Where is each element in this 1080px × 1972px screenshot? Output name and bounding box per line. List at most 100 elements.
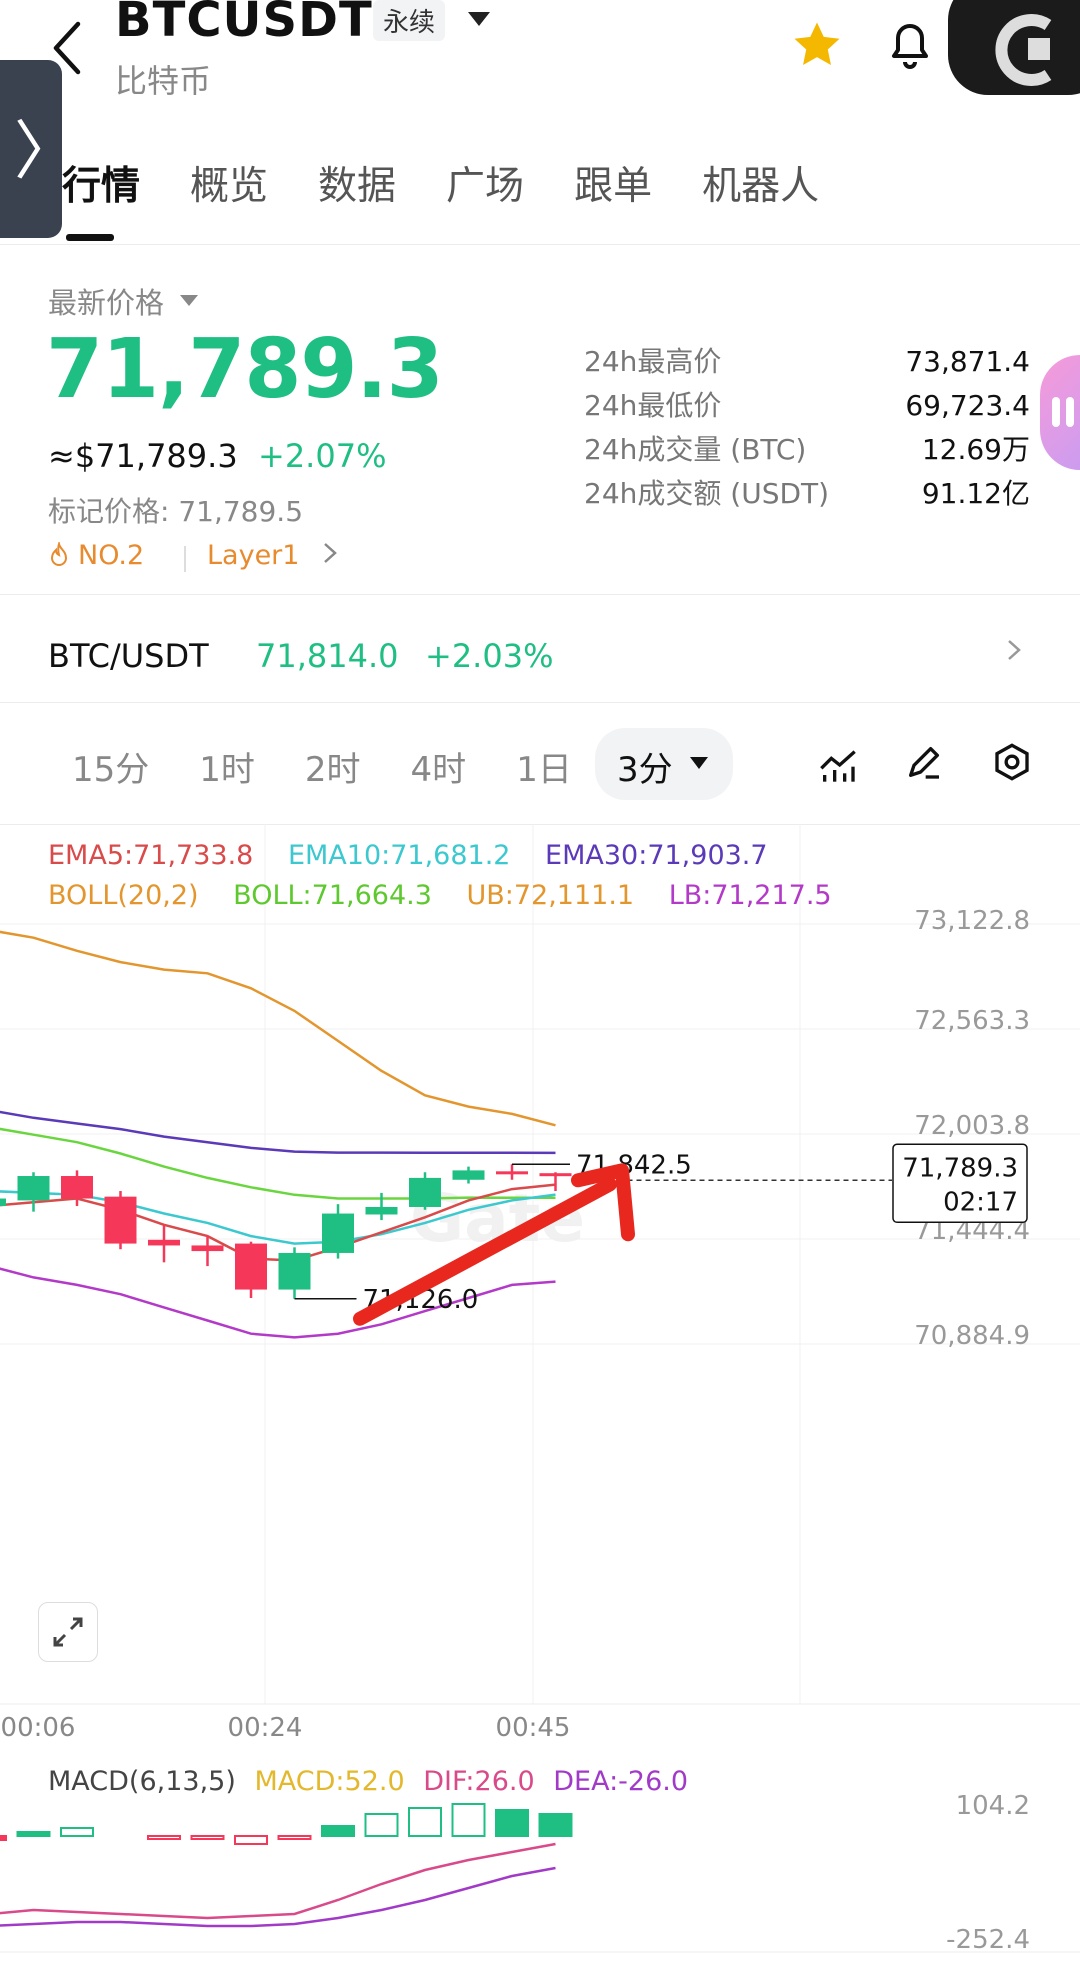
tag-divider: [184, 546, 186, 572]
favorite-star-icon[interactable]: [790, 18, 844, 76]
interval-1d[interactable]: 1日: [516, 750, 572, 790]
spot-pair[interactable]: BTC/USDT: [48, 637, 209, 675]
interval-15m[interactable]: 15分: [72, 750, 150, 790]
interval-1h[interactable]: 1时: [199, 750, 255, 790]
candle-body: [235, 1243, 267, 1290]
symbol-title[interactable]: BTCUSDT: [115, 0, 373, 48]
candle-body: [17, 1176, 50, 1201]
candle-body: [191, 1245, 224, 1252]
candlestick-chart[interactable]: 73,122.872,563.372,003.871,444.470,884.9…: [0, 824, 1080, 1972]
sector-tag[interactable]: Layer1: [207, 540, 300, 571]
boll-params-label: BOLL(20,2): [48, 880, 199, 911]
ema10-label: EMA10:71,681.2: [287, 840, 511, 871]
tab-square[interactable]: 广场: [446, 164, 525, 209]
back-arrow-icon[interactable]: [50, 18, 84, 78]
price-axis-label: 72,003.8: [914, 1111, 1030, 1141]
macd-legend: MACD(6,13,5) MACD:52.0 DIF:26.0 DEA:-26.…: [48, 1766, 698, 1797]
candle-body: [278, 1252, 311, 1290]
candle-body: [409, 1177, 441, 1207]
price-axis-label: 73,122.8: [914, 906, 1030, 936]
indicator-icon[interactable]: [818, 745, 858, 789]
interval-dropdown-icon[interactable]: [690, 757, 708, 769]
ema30-line: [0, 1110, 556, 1155]
draw-tool-icon[interactable]: [904, 742, 944, 786]
macd-histogram-bar: [408, 1807, 442, 1837]
fullscreen-expand-button[interactable]: [38, 1602, 98, 1662]
annotation-arrow-head: [571, 1163, 635, 1242]
macd-histogram-bar: [538, 1813, 573, 1837]
price-change: +2.07%: [258, 437, 387, 475]
symbol-name: 比特币: [115, 62, 212, 100]
last-price-label[interactable]: 最新价格: [48, 286, 165, 320]
dif-line: [0, 1842, 556, 1920]
chart-settings-icon[interactable]: [992, 742, 1032, 786]
boll-upper-line: [0, 930, 556, 1127]
contract-type-badge[interactable]: 永续: [373, 0, 446, 41]
stat-turnover-label: 24h成交额 (USDT): [584, 477, 830, 510]
price-axis-label: 72,563.3: [914, 1006, 1030, 1036]
divider: [0, 824, 1080, 825]
divider: [0, 244, 1080, 245]
stats-labels: 24h最高价 24h最低价 24h成交量 (BTC) 24h成交额 (USDT): [584, 340, 829, 516]
macd-axis-bottom: -252.4: [946, 1925, 1030, 1955]
spot-price: 71,814.0: [256, 637, 399, 675]
candle-body: [0, 1198, 6, 1207]
candle-body: [322, 1213, 354, 1253]
spot-change: +2.03%: [425, 637, 554, 675]
macd-histogram-bar: [0, 1835, 7, 1841]
bell-icon[interactable]: [886, 18, 934, 76]
macd-histogram-bar: [495, 1809, 529, 1837]
macd-axis-top: 104.2: [956, 1791, 1030, 1821]
interval-selector: 15分 1时 2时 4时 1日: [72, 742, 622, 791]
dea-line: [0, 1866, 556, 1928]
interval-2h[interactable]: 2时: [304, 750, 361, 790]
ema-legend: EMA5:71,733.8 EMA10:71,681.2 EMA30:71,90…: [48, 840, 794, 871]
gate-logo-button[interactable]: [948, 0, 1080, 95]
candle-body: [104, 1196, 137, 1244]
price-type-dropdown-icon[interactable]: [180, 295, 198, 306]
candle-body: [148, 1239, 180, 1246]
sector-chevron-icon[interactable]: [322, 540, 338, 573]
candle-body: [452, 1170, 485, 1180]
macd-histogram-bar: [16, 1831, 51, 1837]
tab-copy-trading[interactable]: 跟单: [574, 164, 653, 209]
flame-icon: [50, 540, 68, 566]
side-drawer-chevron-icon: 〉: [14, 115, 78, 189]
ema5-label: EMA5:71,733.8: [48, 840, 254, 871]
symbol-dropdown-icon[interactable]: [468, 12, 490, 26]
tab-overview[interactable]: 概览: [190, 164, 269, 209]
macd-histogram-bar: [277, 1835, 312, 1840]
candle-body: [539, 1173, 572, 1177]
usd-price: ≈$71,789.3: [48, 437, 238, 475]
spot-chevron-icon[interactable]: [1006, 634, 1022, 672]
macd-histogram-bar: [60, 1827, 94, 1837]
expand-icon: [53, 1617, 83, 1647]
active-tab-indicator: [66, 234, 114, 241]
interval-3m-selected[interactable]: 3分: [595, 728, 733, 800]
boll-legend: BOLL(20,2) BOLL:71,664.3 UB:72,111.1 LB:…: [48, 880, 858, 911]
macd-histogram-bar: [364, 1813, 399, 1837]
tab-bots[interactable]: 机器人: [702, 164, 820, 209]
macd-histogram-bar: [234, 1835, 268, 1845]
macd-histogram-bar: [451, 1803, 486, 1837]
rank-tag[interactable]: NO.2: [48, 540, 144, 571]
current-price-label: 71,789.3: [902, 1153, 1018, 1183]
tab-market[interactable]: 行情: [62, 164, 141, 209]
macd-histogram-bar: [190, 1835, 225, 1840]
time-axis-label: 00:45: [496, 1713, 571, 1743]
stat-low-value: 69,723.4: [905, 389, 1030, 422]
boll-lower-line: [0, 1267, 556, 1339]
stats-values: 73,871.4 69,723.4 12.69万 91.12亿: [905, 340, 1030, 516]
candle-body: [61, 1176, 93, 1199]
interval-4h[interactable]: 4时: [410, 750, 467, 790]
tab-data[interactable]: 数据: [318, 164, 397, 209]
stat-low-label: 24h最低价: [584, 389, 722, 422]
boll-ub-label: UB:72,111.1: [466, 880, 635, 911]
boll-mid-label: BOLL:71,664.3: [233, 880, 432, 911]
side-drawer-tab[interactable]: 〉: [0, 60, 78, 238]
macd-value-label: MACD:52.0: [254, 1766, 405, 1797]
stat-volume-value: 12.69万: [921, 433, 1030, 466]
time-axis-label: 00:06: [1, 1713, 76, 1743]
last-price: 71,789.3: [46, 322, 444, 417]
floating-assistant-button[interactable]: [1040, 355, 1080, 470]
